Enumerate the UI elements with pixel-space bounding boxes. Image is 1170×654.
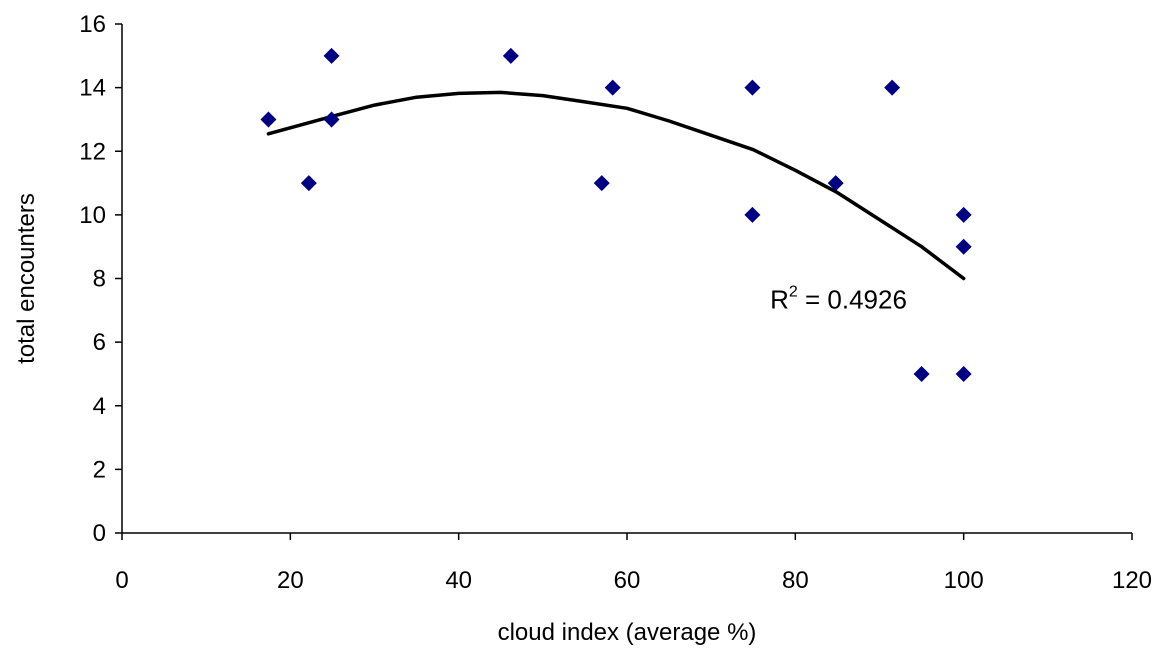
data-point: [593, 175, 610, 192]
y-tick-label: 10: [79, 202, 106, 229]
data-point: [323, 111, 340, 128]
x-tick-label: 60: [614, 567, 641, 594]
data-point: [955, 206, 972, 223]
data-point: [300, 175, 317, 192]
r-squared-base: R: [770, 285, 789, 315]
data-point: [744, 206, 761, 223]
y-tick-label: 0: [93, 520, 106, 547]
x-tick-label: 80: [782, 567, 809, 594]
data-point: [827, 175, 844, 192]
trendline: [266, 90, 966, 281]
r-squared-superscript: 2: [789, 284, 798, 301]
x-tick-label: 40: [445, 567, 472, 594]
r-squared-annotation: R2 = 0.4926: [770, 284, 907, 315]
data-point: [604, 79, 621, 96]
data-point: [260, 111, 277, 128]
y-tick-label: 8: [93, 266, 106, 293]
x-tick-label: 120: [1112, 567, 1152, 594]
x-tick-label: 20: [277, 567, 304, 594]
y-tick-label: 14: [79, 75, 106, 102]
y-axis-title: total encounters: [13, 193, 40, 364]
data-point: [744, 79, 761, 96]
r-squared-value: = 0.4926: [798, 285, 907, 315]
y-tick-label: 12: [79, 138, 106, 165]
x-axis-title: cloud index (average %): [498, 619, 757, 646]
data-point: [323, 47, 340, 64]
y-ticks: 0 2 4 6 8 10 12 14 16: [79, 11, 122, 547]
x-tick-label: 100: [944, 567, 984, 594]
y-tick-label: 4: [93, 393, 106, 420]
data-point: [955, 238, 972, 255]
y-tick-label: 2: [93, 456, 106, 483]
x-tick-label: 0: [115, 567, 128, 594]
y-tick-label: 16: [79, 11, 106, 38]
data-point: [913, 365, 930, 382]
axes: [121, 24, 1132, 534]
data-point: [955, 365, 972, 382]
y-tick-label: 6: [93, 329, 106, 356]
x-ticks: 0 20 40 60 80 100 120: [115, 533, 1152, 594]
data-point: [502, 47, 519, 64]
data-point: [884, 79, 901, 96]
data-points: [260, 47, 972, 382]
